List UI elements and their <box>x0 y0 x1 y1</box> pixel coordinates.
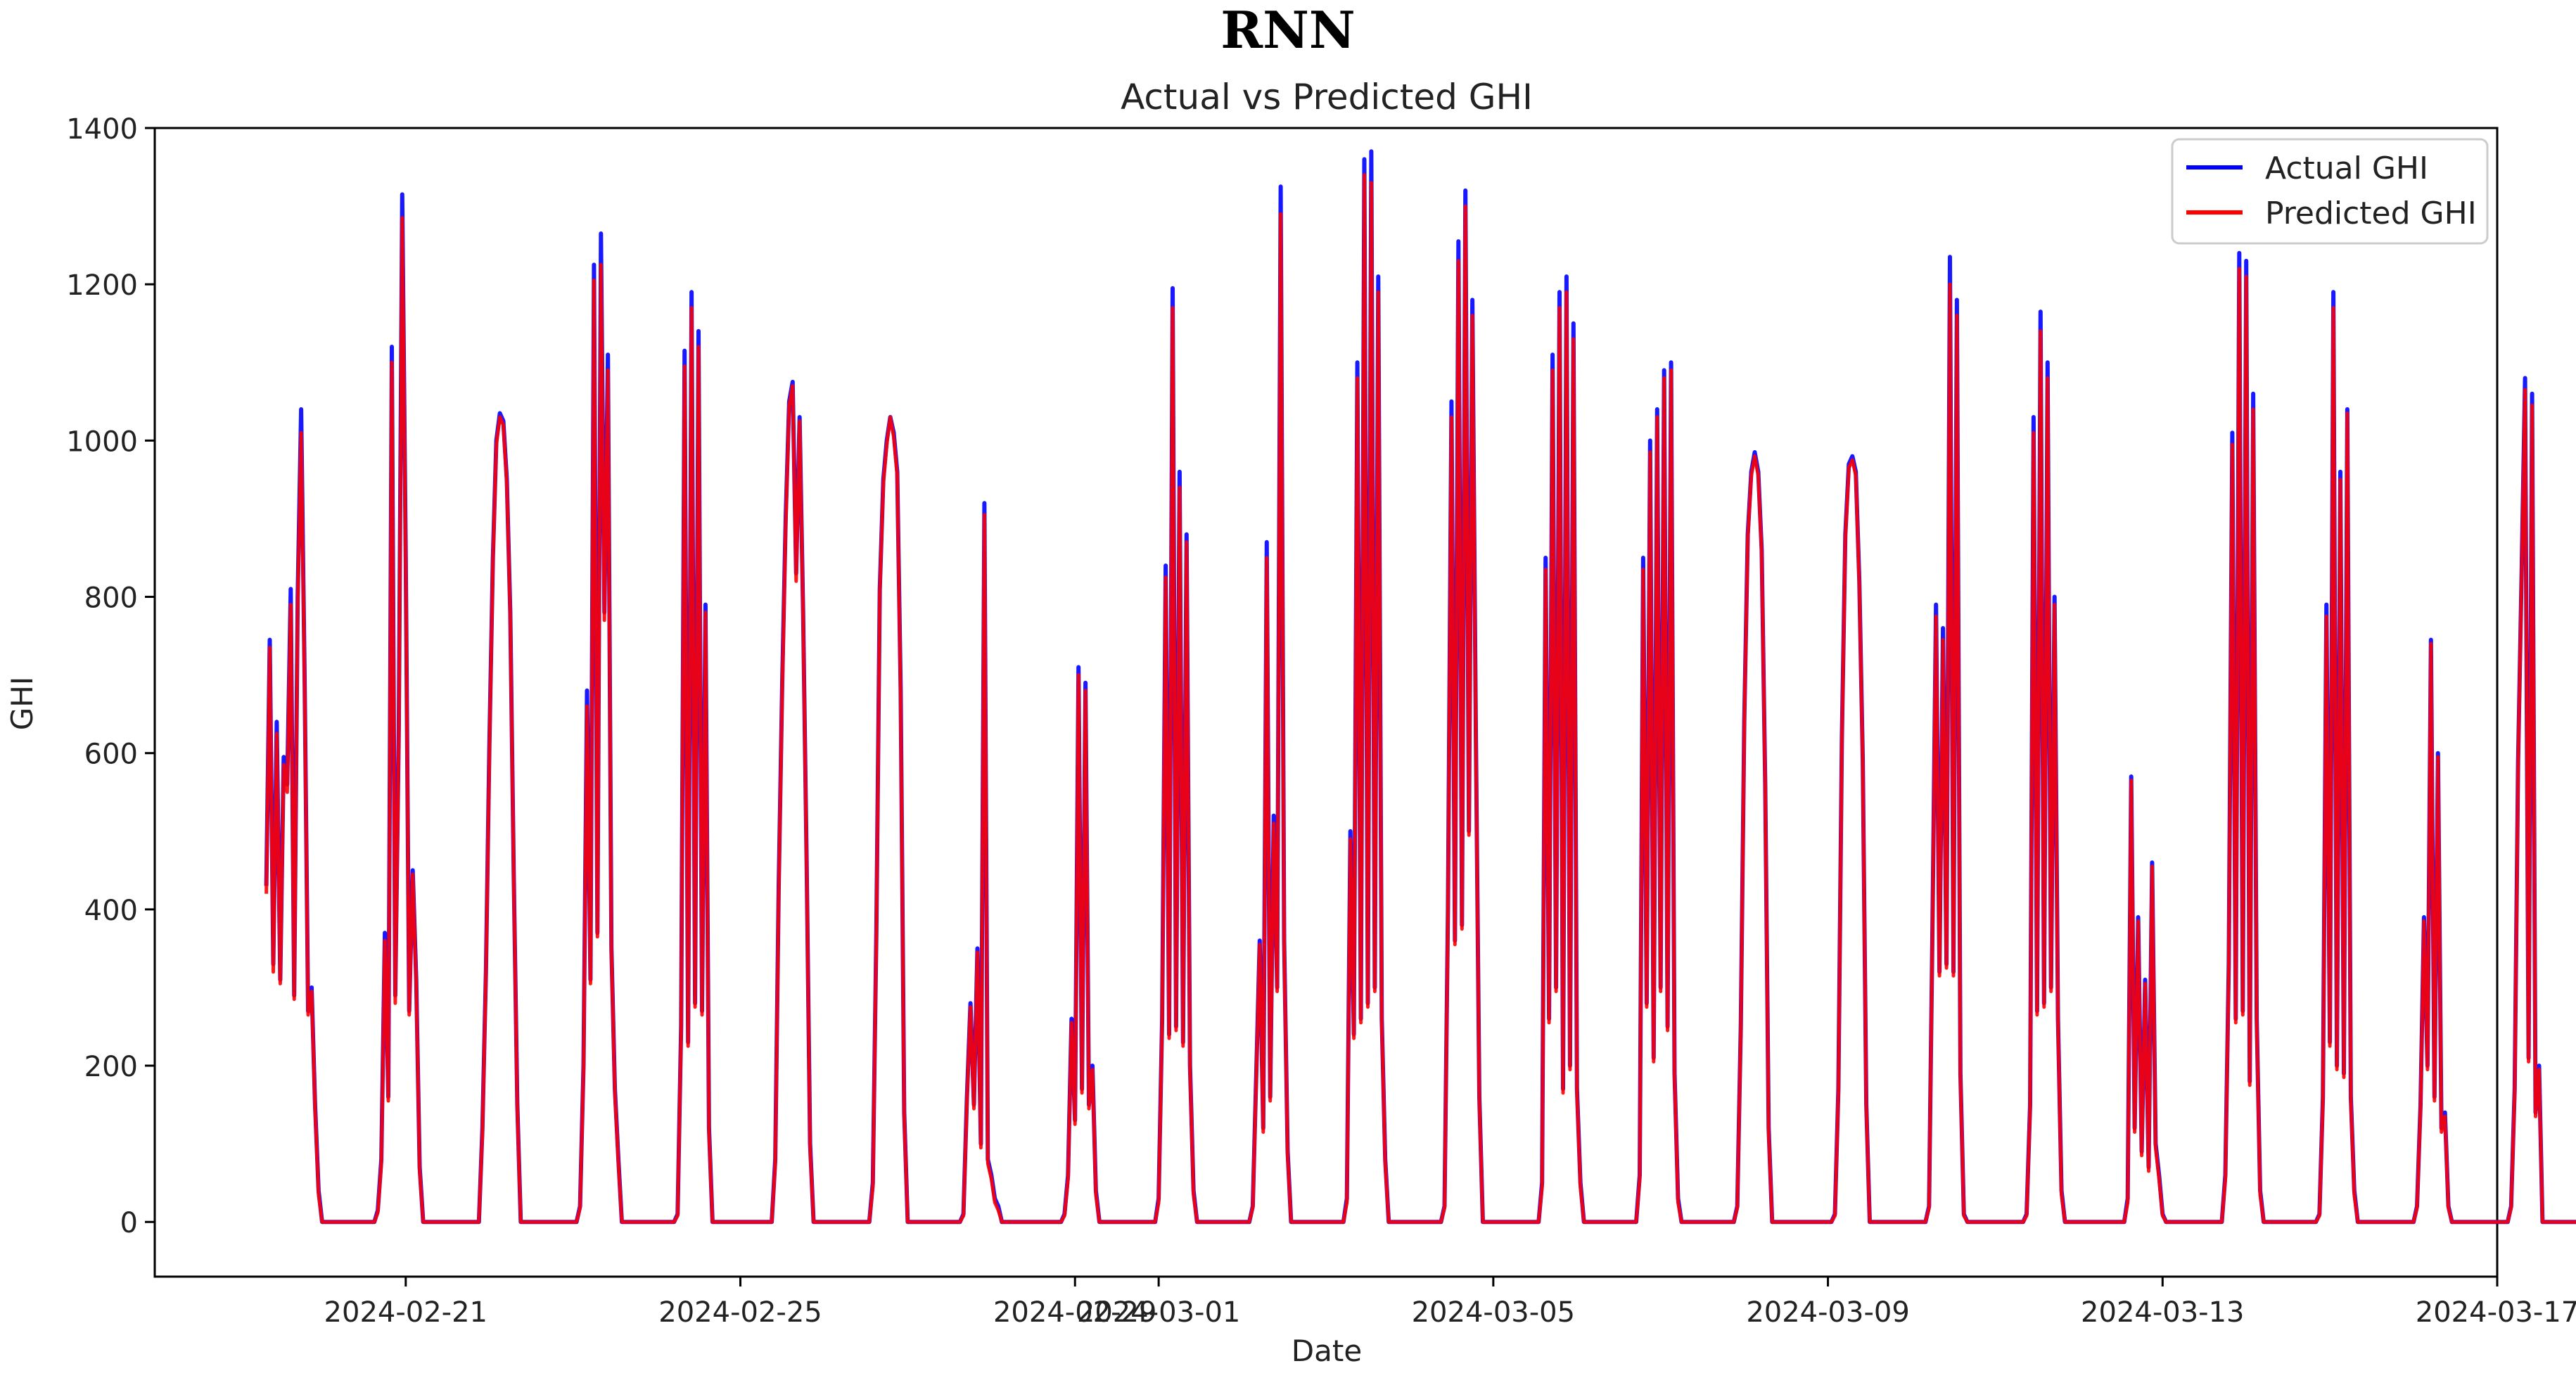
x-tick-label: 2024-03-05 <box>1412 1296 1575 1329</box>
figure-title: RNN <box>1220 0 1355 60</box>
y-tick-label: 200 <box>84 1051 138 1083</box>
y-axis-label: GHI <box>5 677 39 731</box>
y-tick-label: 1200 <box>66 269 138 302</box>
y-tick-label: 400 <box>84 895 138 927</box>
x-axis-label: Date <box>1292 1334 1362 1368</box>
chart-title: Actual vs Predicted GHI <box>1121 77 1533 117</box>
x-tick-label: 2024-03-09 <box>1746 1296 1909 1329</box>
x-tick-label: 2024-03-13 <box>2081 1296 2244 1329</box>
y-tick-label: 1000 <box>66 426 138 458</box>
y-axis: 0 200 400 600 800 1000 1200 1400 <box>66 113 155 1239</box>
x-tick-label: 2024-02-21 <box>324 1296 487 1329</box>
y-tick-label: 800 <box>84 582 138 615</box>
plot-area <box>155 128 2576 1277</box>
legend-label-actual: Actual GHI <box>2265 151 2428 186</box>
legend: Actual GHI Predicted GHI <box>2172 139 2487 243</box>
x-tick-label: 2024-03-17 <box>2416 1296 2576 1329</box>
legend-label-predicted: Predicted GHI <box>2265 196 2477 231</box>
y-tick-label: 1400 <box>66 113 138 146</box>
x-tick-label: 2024-02-25 <box>658 1296 822 1329</box>
y-tick-label: 0 <box>120 1207 138 1239</box>
x-tick-label: 2024-03-01 <box>1077 1296 1240 1329</box>
x-axis: 2024-02-21 2024-02-25 2024-02-292024-03-01… <box>324 1277 2576 1329</box>
y-tick-label: 600 <box>84 739 138 771</box>
